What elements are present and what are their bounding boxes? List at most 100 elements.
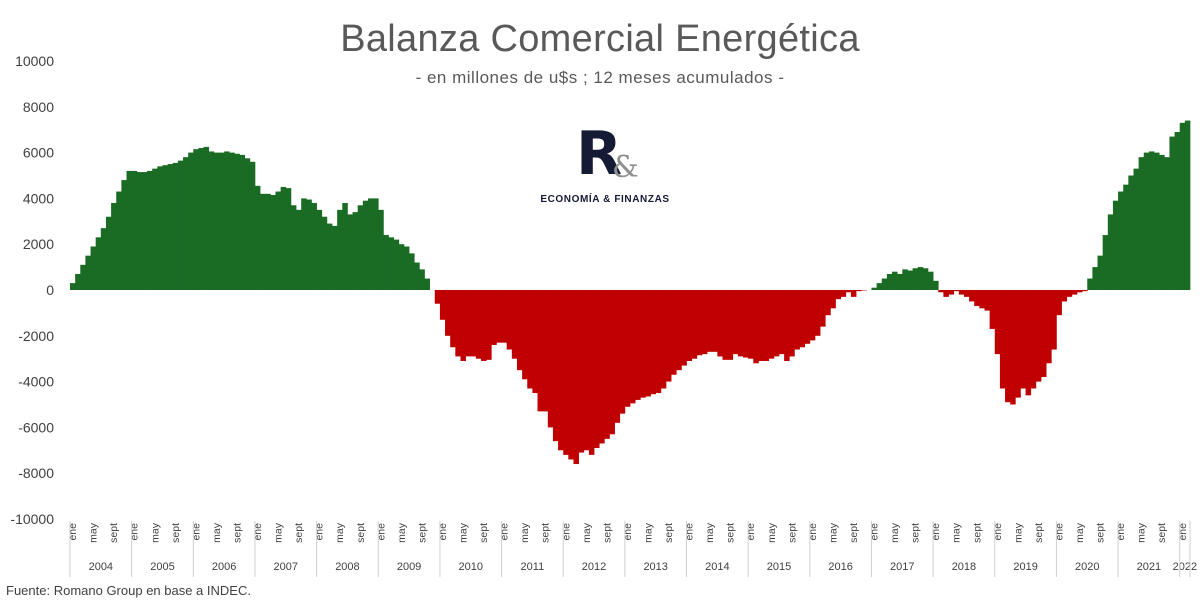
bar bbox=[224, 151, 230, 290]
bar bbox=[1133, 168, 1139, 290]
bar bbox=[183, 157, 189, 290]
bar bbox=[357, 205, 364, 290]
bar bbox=[270, 194, 276, 290]
bar bbox=[1046, 290, 1052, 364]
bar bbox=[773, 290, 780, 357]
bar bbox=[419, 269, 425, 290]
bar bbox=[208, 151, 215, 290]
x-month-label: sept bbox=[540, 523, 552, 543]
bar bbox=[635, 290, 641, 400]
bar bbox=[660, 290, 667, 389]
x-month-label: sept bbox=[1033, 523, 1045, 543]
x-month-label: ene bbox=[560, 523, 572, 541]
bar bbox=[111, 202, 117, 290]
bar bbox=[1123, 184, 1129, 290]
bar bbox=[475, 290, 482, 359]
bar bbox=[85, 255, 91, 290]
x-month-label: may bbox=[951, 522, 963, 543]
bar bbox=[162, 165, 168, 290]
bar bbox=[799, 290, 806, 348]
x-year-label: 2015 bbox=[767, 561, 791, 573]
bar bbox=[902, 269, 908, 290]
bar bbox=[876, 283, 883, 290]
bar bbox=[804, 290, 811, 344]
bar bbox=[1164, 157, 1170, 290]
bar bbox=[999, 290, 1006, 389]
bar bbox=[650, 290, 657, 395]
x-month-label: may bbox=[149, 522, 161, 543]
bar bbox=[1061, 290, 1068, 302]
x-month-label: ene bbox=[1053, 523, 1065, 541]
bar bbox=[917, 267, 924, 290]
x-month-label: sept bbox=[786, 523, 798, 543]
x-month-label: ene bbox=[1115, 523, 1127, 541]
bar bbox=[496, 290, 502, 343]
bar bbox=[701, 290, 708, 355]
bar bbox=[434, 290, 441, 304]
bar bbox=[686, 290, 692, 361]
bar bbox=[825, 290, 831, 316]
x-month-label: may bbox=[704, 522, 716, 543]
bar bbox=[527, 290, 533, 389]
bar bbox=[1041, 290, 1047, 378]
bar bbox=[532, 290, 538, 394]
x-month-label: sept bbox=[971, 523, 983, 543]
y-tick-label: -2000 bbox=[18, 328, 54, 344]
x-month-label: sept bbox=[848, 523, 860, 543]
x-month-label: may bbox=[273, 522, 285, 543]
bar bbox=[296, 209, 302, 290]
bar bbox=[1092, 267, 1098, 290]
y-tick-label: 8000 bbox=[23, 99, 54, 115]
bar bbox=[655, 290, 662, 394]
bar bbox=[737, 290, 744, 357]
bar bbox=[188, 152, 194, 290]
bar bbox=[229, 152, 235, 290]
bar bbox=[126, 170, 132, 290]
bar bbox=[784, 290, 790, 361]
x-month-label: sept bbox=[663, 523, 675, 543]
bar bbox=[732, 290, 739, 355]
bar bbox=[599, 290, 605, 444]
bar bbox=[347, 214, 353, 290]
bar bbox=[316, 209, 323, 290]
x-year-label: 2014 bbox=[705, 561, 729, 573]
bar bbox=[501, 290, 508, 343]
bar bbox=[275, 191, 281, 290]
bar bbox=[609, 290, 615, 435]
bar bbox=[80, 264, 86, 290]
bar bbox=[845, 290, 852, 293]
x-month-label: ene bbox=[437, 523, 449, 541]
bar bbox=[326, 223, 333, 290]
bar bbox=[753, 290, 759, 364]
bar bbox=[511, 290, 518, 359]
bar bbox=[1169, 136, 1175, 290]
bar bbox=[614, 290, 621, 423]
bar bbox=[121, 180, 127, 290]
bar bbox=[373, 198, 379, 290]
bar bbox=[239, 154, 246, 290]
x-year-label: 2004 bbox=[89, 561, 113, 573]
brand-logo: R & ECONOMÍA & FINANZAS bbox=[540, 122, 670, 212]
bar bbox=[963, 290, 970, 297]
bar bbox=[409, 253, 415, 290]
bar bbox=[157, 166, 163, 290]
bar bbox=[588, 290, 595, 455]
y-tick-label: -4000 bbox=[18, 374, 54, 390]
bar bbox=[989, 290, 996, 329]
bar bbox=[681, 290, 687, 366]
bar bbox=[933, 280, 939, 290]
bar bbox=[809, 290, 816, 341]
x-month-label: sept bbox=[170, 523, 182, 543]
x-month-label: ene bbox=[622, 523, 634, 541]
bar bbox=[763, 290, 770, 361]
y-tick-label: 4000 bbox=[23, 190, 54, 206]
bar bbox=[897, 273, 903, 290]
x-year-label: 2010 bbox=[458, 561, 482, 573]
bar bbox=[1020, 290, 1026, 389]
bar bbox=[203, 146, 210, 291]
bar bbox=[445, 290, 451, 336]
bar bbox=[671, 290, 677, 375]
x-year-label: 2020 bbox=[1075, 561, 1099, 573]
x-month-label: may bbox=[88, 522, 100, 543]
